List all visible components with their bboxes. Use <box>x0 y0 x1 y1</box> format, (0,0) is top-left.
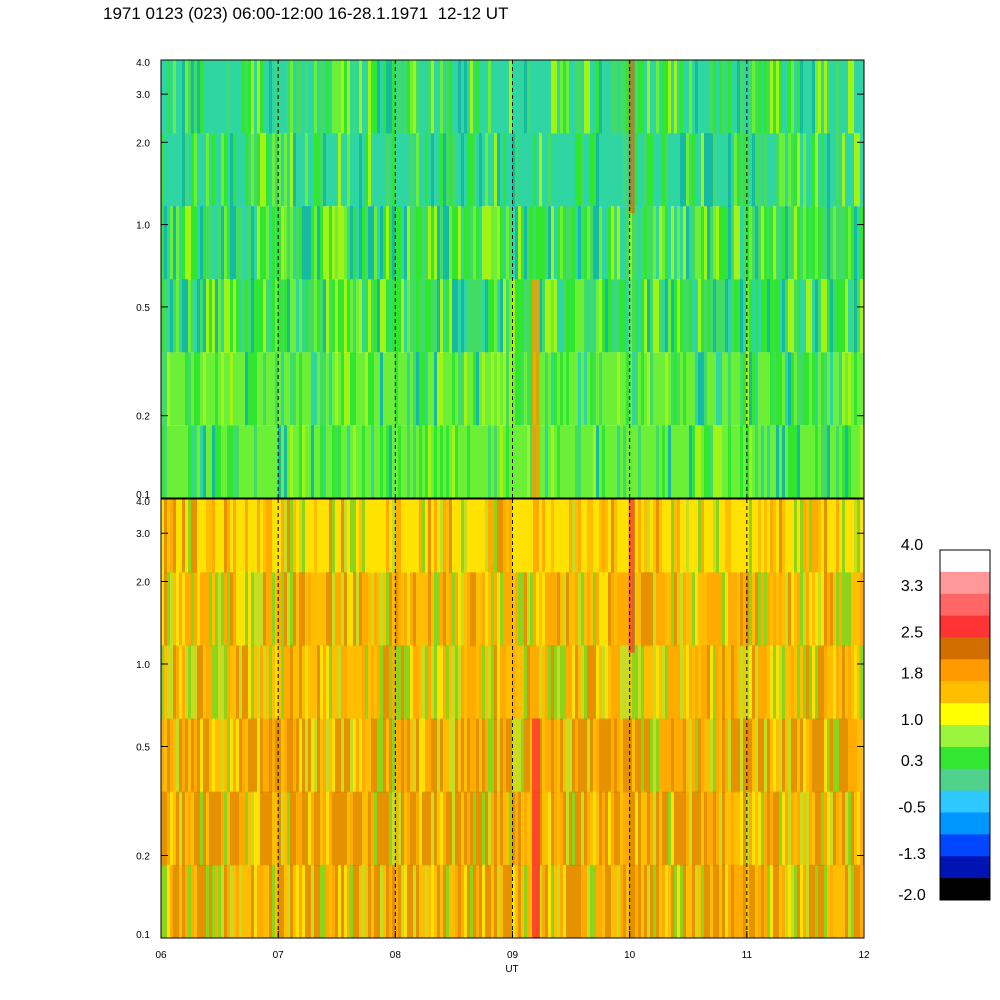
colorbar-label-8: -2.0 <box>898 887 926 904</box>
lower-hour-dashed-lines <box>277 499 748 938</box>
colorbar-label-3: 1.8 <box>901 665 923 682</box>
colorbar-swatch-11 <box>940 790 990 813</box>
colorbar-swatch-2 <box>940 593 990 617</box>
y-tick-label-top-2: 0.5 <box>136 303 150 314</box>
upper-y-tick-labels: 0.1 0.2 0.5 1.0 2.0 3.0 4.0 <box>136 58 150 501</box>
x-tick-label-4: 10 <box>624 950 636 961</box>
y-tick-label-top-0: 0.1 <box>136 490 150 501</box>
x-tick-label-1: 07 <box>273 950 285 961</box>
x-axis-label: UT <box>505 964 518 975</box>
colorbar-label-5: 0.3 <box>901 753 923 770</box>
y-tick-label-bot-5: 3.0 <box>136 529 150 540</box>
upper-spectrogram-panel: 0.1 0.2 0.5 1.0 2.0 3.0 4.0 <box>136 58 865 501</box>
upper-panel-frame <box>160 59 865 499</box>
colorbar-label-0: 4.0 <box>901 537 923 554</box>
y-tick-label-top-3: 1.0 <box>136 221 150 232</box>
y-tick-label-top-4: 2.0 <box>136 138 150 149</box>
y-tick-label-bot-2: 0.5 <box>136 742 150 753</box>
y-tick-label-bot-1: 0.2 <box>136 852 150 863</box>
colorbar-swatch-13 <box>940 834 990 857</box>
colorbar-swatch-3 <box>940 615 990 638</box>
upper-hour-dashed-lines <box>277 60 748 498</box>
page-title: 1971 0123 (023) 06:00-12:00 16-28.1.1971… <box>103 4 509 23</box>
colorbar-swatch-5 <box>940 659 990 682</box>
y-tick-label-bot-3: 1.0 <box>136 660 150 671</box>
y-tick-label-bot-6: 4.0 <box>136 497 150 508</box>
colorbar-label-7: -1.3 <box>898 846 926 863</box>
y-tick-label-top-5: 3.0 <box>136 90 150 101</box>
upper-panel-texture <box>161 60 864 498</box>
colorbar-swatch-8 <box>940 725 990 748</box>
colorbar-swatch-10 <box>940 768 990 792</box>
colorbar-label-2: 2.5 <box>901 625 923 642</box>
x-tick-label-6: 12 <box>858 950 870 961</box>
lower-y-tick-labels: 0.1 0.2 0.5 1.0 2.0 3.0 4.0 <box>136 497 150 941</box>
y-tick-label-bot-0: 0.1 <box>136 930 150 941</box>
colorbar-swatch-6 <box>940 681 990 704</box>
colorbar-swatch-4 <box>940 637 990 660</box>
colorbar-label-6: -0.5 <box>898 800 926 817</box>
y-tick-label-top-6: 4.0 <box>136 58 150 69</box>
x-tick-label-5: 11 <box>742 950 753 961</box>
colorbar-swatch-9 <box>940 746 990 770</box>
colorbar-label-1: 3.3 <box>901 578 923 595</box>
x-tick-label-0: 06 <box>155 950 167 961</box>
colorbar-swatch-1 <box>940 571 990 595</box>
y-tick-label-top-1: 0.2 <box>136 412 150 423</box>
colorbar-swatch-0 <box>940 550 990 573</box>
colorbar-swatch-14 <box>940 856 990 879</box>
x-axis: 06 07 08 09 10 11 12 <box>155 931 870 961</box>
colorbar: 4.0 3.3 2.5 1.8 1.0 0.3 -0.5 -1.3 -2.0 <box>898 537 991 904</box>
lower-spectrogram-panel: 0.1 0.2 0.5 1.0 2.0 3.0 4.0 <box>136 497 865 941</box>
lower-panel-texture <box>161 499 864 938</box>
colorbar-label-4: 1.0 <box>901 712 923 729</box>
colorbar-frame <box>939 549 991 901</box>
y-tick-label-bot-4: 2.0 <box>136 577 150 588</box>
colorbar-swatch-12 <box>940 812 990 835</box>
colorbar-swatch-7 <box>940 703 990 726</box>
x-tick-label-2: 08 <box>390 950 402 961</box>
x-tick-label-3: 09 <box>507 950 519 961</box>
colorbar-swatch-15 <box>940 878 990 901</box>
